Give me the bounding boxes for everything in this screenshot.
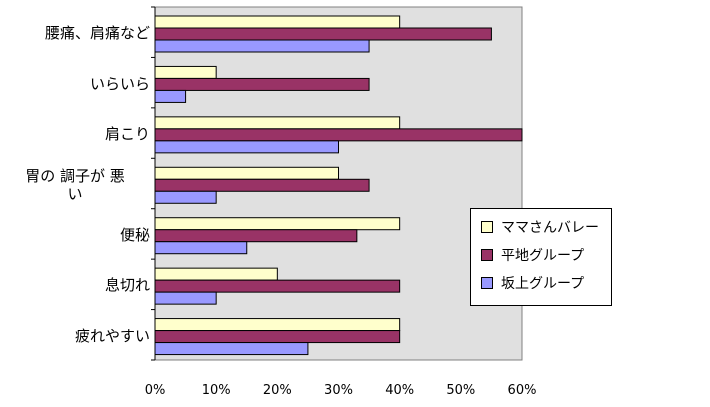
category-label: いらいら bbox=[89, 74, 150, 93]
x-tick-label: 20% bbox=[263, 383, 292, 398]
x-tick-label: 60% bbox=[508, 383, 537, 398]
bar-2-2 bbox=[154, 140, 339, 154]
category-label: 肩こり bbox=[104, 125, 150, 144]
legend-item-sakaue-group: 坂上グループ bbox=[481, 275, 584, 293]
bar-2-0 bbox=[154, 39, 370, 53]
legend-label: 坂上グループ bbox=[501, 276, 585, 292]
bar-0-1 bbox=[154, 65, 217, 79]
bar-2-4 bbox=[154, 241, 248, 255]
bar-1-3 bbox=[154, 178, 370, 192]
legend-item-mama-volley: ママさんバレー bbox=[481, 219, 599, 237]
legend-label: 平地グループ bbox=[501, 248, 585, 264]
legend-swatch bbox=[481, 277, 493, 289]
legend: ママさんバレー 平地グループ 坂上グループ bbox=[470, 208, 612, 306]
x-tick-label: 0% bbox=[145, 383, 166, 398]
bar-2-1 bbox=[154, 89, 187, 103]
bar-0-3 bbox=[154, 166, 339, 180]
bar-0-4 bbox=[154, 217, 401, 231]
x-tick-label: 40% bbox=[385, 383, 414, 398]
category-label: 腰痛、肩痛など bbox=[44, 24, 150, 43]
x-tick-label: 10% bbox=[202, 383, 231, 398]
bar-0-2 bbox=[154, 116, 401, 130]
legend-swatch bbox=[481, 221, 493, 233]
category-label: 疲れやすい bbox=[74, 326, 150, 345]
bar-1-2 bbox=[154, 128, 523, 142]
bar-1-5 bbox=[154, 279, 401, 293]
legend-label: ママさんバレー bbox=[501, 220, 599, 236]
x-tick-label: 30% bbox=[324, 383, 353, 398]
bar-0-6 bbox=[154, 318, 401, 332]
x-tick-label: 50% bbox=[446, 383, 475, 398]
category-label: 胃の 調子が 悪 い bbox=[25, 166, 125, 203]
category-label: 便秘 bbox=[119, 225, 150, 244]
legend-item-heichi-group: 平地グループ bbox=[481, 247, 584, 265]
bar-0-0 bbox=[154, 15, 401, 29]
bar-1-4 bbox=[154, 229, 358, 243]
category-label: 息切れ bbox=[104, 276, 150, 295]
bar-1-1 bbox=[154, 77, 370, 91]
bar-0-5 bbox=[154, 267, 278, 281]
legend-swatch bbox=[481, 249, 493, 261]
bar-1-6 bbox=[154, 330, 401, 344]
bar-2-5 bbox=[154, 291, 217, 305]
bar-2-3 bbox=[154, 190, 217, 204]
bar-2-6 bbox=[154, 342, 309, 356]
bar-1-0 bbox=[154, 27, 492, 41]
